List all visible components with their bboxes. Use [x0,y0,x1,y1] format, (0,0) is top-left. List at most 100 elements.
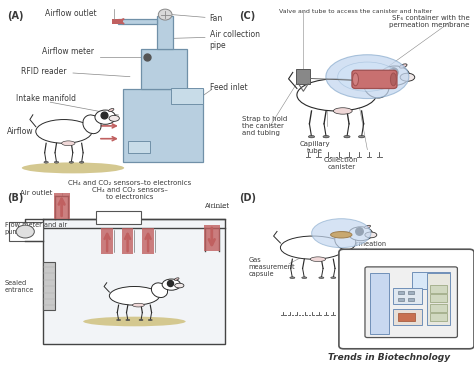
Ellipse shape [310,257,326,261]
Bar [430,294,447,302]
Ellipse shape [326,55,409,99]
Bar [204,225,220,251]
Ellipse shape [174,278,179,280]
Bar [408,298,413,301]
Bar [9,222,44,241]
Ellipse shape [358,135,365,138]
Text: Power
source: Power source [435,300,457,314]
Bar [141,49,187,89]
Ellipse shape [309,135,315,138]
Ellipse shape [365,232,377,238]
Ellipse shape [337,62,397,91]
Ellipse shape [80,161,84,163]
Ellipse shape [364,73,389,98]
Ellipse shape [175,283,184,288]
Bar [101,228,113,254]
Text: Intake manifold: Intake manifold [16,94,76,103]
Text: (C): (C) [239,11,255,21]
Bar [412,272,450,289]
Text: Collection
canister: Collection canister [324,157,359,170]
Bar [427,273,450,325]
Ellipse shape [349,227,373,241]
Text: Transmission
circuit and
antenna: Transmission circuit and antenna [351,319,394,339]
Bar [112,19,123,24]
Ellipse shape [69,161,73,163]
Ellipse shape [400,64,407,68]
Bar [370,273,389,334]
Bar [171,88,203,104]
Bar [44,219,226,344]
Text: SF₆ container with the
permeation membrane: SF₆ container with the permeation membra… [389,15,469,28]
Text: Airflow: Airflow [7,127,34,136]
Ellipse shape [139,319,143,321]
Bar [408,291,413,294]
Ellipse shape [22,162,124,173]
Ellipse shape [311,219,371,247]
Text: CH₄ and CO₂ sensors–
to electronics: CH₄ and CO₂ sensors– to electronics [92,187,168,200]
Bar [430,304,447,312]
Bar [398,291,404,294]
Ellipse shape [380,66,410,85]
Ellipse shape [44,161,48,163]
FancyBboxPatch shape [365,267,457,338]
Ellipse shape [323,135,329,138]
Ellipse shape [365,225,371,228]
Ellipse shape [62,141,75,146]
Text: Airflow outlet: Airflow outlet [45,9,97,18]
Bar [142,228,154,254]
Ellipse shape [83,317,186,326]
Text: Air collection
pipe: Air collection pipe [210,30,259,50]
Bar [398,298,404,301]
Bar [123,89,203,162]
Text: Gas sensor: Gas sensor [420,253,457,259]
Ellipse shape [302,277,307,278]
Text: Sealed
entrance: Sealed entrance [5,280,34,293]
Text: (D): (D) [239,193,256,203]
Ellipse shape [331,277,336,278]
Text: Airinlet: Airinlet [205,203,230,209]
Bar [128,141,150,153]
Text: Flow meter and air
pump: Flow meter and air pump [5,222,67,235]
Text: Fan: Fan [210,14,223,23]
Text: RFID reader: RFID reader [21,67,66,76]
Bar [430,285,447,293]
Bar [44,262,55,310]
Bar [393,288,422,304]
Ellipse shape [109,287,159,305]
Text: Trends in Biotechnology: Trends in Biotechnology [328,353,450,362]
Text: Airflow meter: Airflow meter [43,47,94,55]
Bar [122,228,133,254]
Circle shape [16,225,34,238]
Text: Permeation
membrane: Permeation membrane [348,241,386,254]
Text: Micro
controller: Micro controller [425,278,457,291]
Bar [398,313,415,322]
Ellipse shape [109,115,119,121]
Ellipse shape [297,79,376,111]
Text: Capillary
tube: Capillary tube [300,141,330,154]
Ellipse shape [55,161,59,163]
FancyBboxPatch shape [352,70,397,89]
FancyBboxPatch shape [339,249,474,349]
Text: CH₄ and CO₂ sensors–to electronics: CH₄ and CO₂ sensors–to electronics [68,180,191,186]
Ellipse shape [109,108,114,112]
Ellipse shape [117,319,120,321]
Ellipse shape [126,319,130,321]
Bar [54,193,70,219]
Bar [430,314,447,322]
Ellipse shape [162,279,181,290]
Bar [157,16,173,49]
Ellipse shape [83,115,101,134]
Text: Feed inlet: Feed inlet [210,83,247,92]
Ellipse shape [319,277,324,278]
Bar [296,69,310,84]
Bar [118,19,157,24]
Ellipse shape [132,303,144,307]
Circle shape [158,9,172,20]
Text: (A): (A) [7,11,24,21]
Ellipse shape [335,231,356,250]
Ellipse shape [148,319,152,321]
Text: (B): (B) [7,193,23,203]
Ellipse shape [400,73,415,81]
Ellipse shape [391,73,396,86]
Text: Gas
measurement
capsule: Gas measurement capsule [249,257,295,277]
